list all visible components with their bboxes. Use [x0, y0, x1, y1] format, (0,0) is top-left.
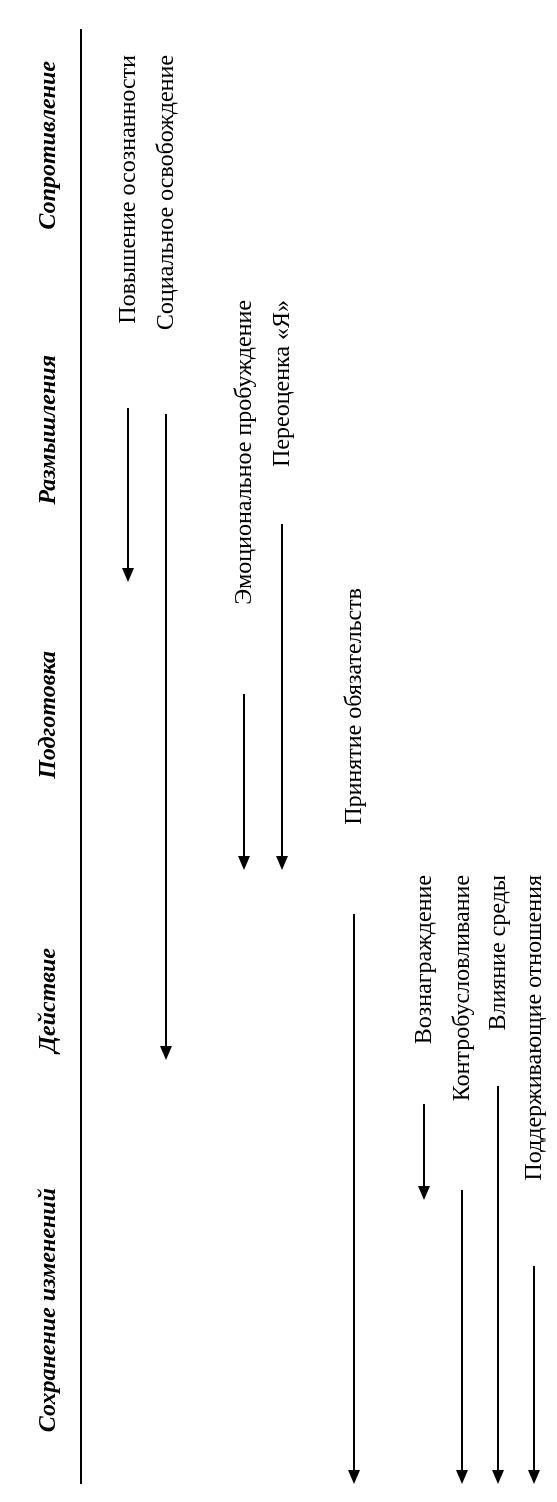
process-arrow-shaft-p7	[461, 1190, 463, 1470]
process-label-p1: Повышение осознанности	[115, 55, 142, 324]
process-arrow-shaft-p2	[165, 414, 167, 1046]
process-arrow-shaft-p9	[533, 1266, 535, 1470]
process-arrow-head-p8	[492, 1470, 504, 1484]
process-label-p4: Переоценка «Я»	[269, 300, 296, 467]
process-arrow-head-p5	[348, 1470, 360, 1484]
process-arrow-shaft-p4	[281, 524, 283, 856]
stage-header-h4: Действие	[35, 948, 62, 1052]
stage-header-h2: Размышления	[35, 355, 62, 505]
process-arrow-head-p6	[418, 1186, 430, 1200]
process-arrow-shaft-p3	[243, 694, 245, 856]
stage-header-h3: Подготовка	[35, 651, 62, 779]
process-arrow-head-p3	[238, 856, 250, 870]
process-label-p6: Вознаграждение	[411, 875, 438, 1044]
process-label-p9: Поддерживающие отношения	[521, 875, 548, 1181]
diagram-stage: Сопротивление Размышления Подготовка Действ…	[0, 0, 557, 1502]
process-label-p5: Принятие обязательств	[341, 588, 368, 825]
process-arrow-shaft-p8	[497, 1086, 499, 1470]
process-arrow-shaft-p1	[127, 408, 129, 568]
stage-header-h1: Сопротивление	[35, 61, 62, 230]
process-label-p3: Эмоциональное пробуждение	[231, 300, 258, 605]
stage-header-h5: Сохранение изменений	[35, 1188, 62, 1432]
process-arrow-head-p2	[160, 1046, 172, 1060]
process-arrow-head-p1	[122, 568, 134, 582]
process-label-p2: Социальное освобождение	[153, 55, 180, 330]
process-arrow-head-p4	[276, 856, 288, 870]
process-arrow-shaft-p5	[353, 914, 355, 1470]
process-label-p8: Влияние среды	[485, 875, 512, 1031]
process-arrow-head-p7	[456, 1470, 468, 1484]
process-arrow-head-p9	[528, 1470, 540, 1484]
header-rule	[80, 29, 82, 1484]
process-label-p7: Контробусловливание	[449, 875, 476, 1101]
process-arrow-shaft-p6	[423, 1104, 425, 1186]
